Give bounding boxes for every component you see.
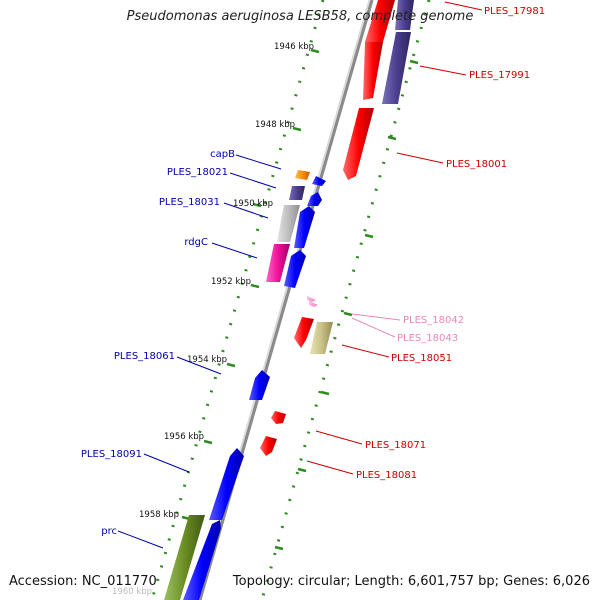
gene-red-1954[interactable] bbox=[294, 317, 314, 348]
label-ples-18071: PLES_18071 bbox=[365, 440, 426, 451]
scale-labels: 1946 kbp 1948 kbp 1950 kbp 1952 kbp 1954… bbox=[112, 42, 314, 597]
scale-track-right bbox=[260, 0, 431, 600]
gene-ples-18021[interactable] bbox=[289, 186, 305, 200]
scale-label-1958: 1958 kbp bbox=[139, 510, 179, 520]
gene-ples-18051[interactable] bbox=[310, 322, 333, 354]
gene-ples-18043[interactable] bbox=[309, 301, 318, 307]
gene-ples-18031[interactable] bbox=[277, 205, 300, 242]
left-labels: capB PLES_18021 PLES_18031 rdgC PLES_180… bbox=[81, 149, 235, 537]
gene-ples-17981-tip[interactable] bbox=[363, 42, 383, 100]
gene-ples-17981[interactable] bbox=[365, 0, 395, 42]
gene-blue-small-2[interactable] bbox=[307, 192, 322, 206]
gene-blue-1950[interactable] bbox=[294, 206, 315, 248]
left-leaders bbox=[117, 154, 282, 549]
right-labels: PLES_17981 PLES_17991 PLES_18001 PLES_18… bbox=[356, 6, 545, 481]
scale-label-1952: 1952 kbp bbox=[211, 277, 251, 287]
gene-blue-prc[interactable] bbox=[183, 520, 221, 600]
label-rdgc: rdgC bbox=[184, 237, 208, 248]
label-prc: prc bbox=[101, 526, 117, 537]
backbone-shade bbox=[198, 0, 374, 600]
label-ples-17991: PLES_17991 bbox=[469, 70, 530, 81]
gene-ples-18001[interactable] bbox=[343, 108, 374, 180]
label-capb: capB bbox=[210, 149, 235, 160]
gene-blue-1952[interactable] bbox=[284, 250, 306, 288]
scale-label-1946: 1946 kbp bbox=[274, 42, 314, 52]
label-ples-18043: PLES_18043 bbox=[397, 333, 458, 344]
label-ples-18001: PLES_18001 bbox=[446, 159, 507, 170]
scale-label-1956: 1956 kbp bbox=[164, 432, 204, 442]
gene-ples-18071[interactable] bbox=[271, 411, 286, 424]
label-ples-18042: PLES_18042 bbox=[403, 315, 464, 326]
right-leaders bbox=[306, 1, 483, 475]
label-ples-18051: PLES_18051 bbox=[391, 353, 452, 364]
accession-text: Accession: NC_011770 bbox=[9, 574, 157, 589]
label-ples-18081: PLES_18081 bbox=[356, 470, 417, 481]
genome-title: Pseudomonas aeruginosa LESB58, complete … bbox=[126, 9, 474, 24]
gene-prc[interactable] bbox=[164, 515, 205, 600]
gene-blue-1955[interactable] bbox=[249, 370, 270, 400]
scale-label-1954: 1954 kbp bbox=[187, 355, 227, 365]
right-leaders-pink bbox=[351, 313, 401, 338]
gene-ples-17991[interactable] bbox=[382, 32, 411, 104]
gene-rdgc[interactable] bbox=[266, 244, 290, 282]
label-ples-18031: PLES_18031 bbox=[159, 197, 220, 208]
label-ples-18091: PLES_18091 bbox=[81, 449, 142, 460]
scale-label-1948: 1948 kbp bbox=[255, 120, 295, 130]
label-ples-17981: PLES_17981 bbox=[484, 6, 545, 17]
gene-blue-small-1[interactable] bbox=[312, 176, 326, 186]
gene-capb[interactable] bbox=[295, 170, 310, 180]
scale-label-1950: 1950 kbp bbox=[233, 199, 273, 209]
scale-label-1960: 1960 kbp bbox=[112, 587, 152, 597]
gene-ples-18091[interactable] bbox=[209, 448, 244, 520]
label-ples-18021: PLES_18021 bbox=[167, 167, 228, 178]
major-ticks-right bbox=[274, 59, 419, 551]
scale-track-left bbox=[150, 0, 325, 600]
gene-ples-17991-cap[interactable] bbox=[395, 0, 414, 30]
label-ples-18061: PLES_18061 bbox=[114, 351, 175, 362]
topology-text: Topology: circular; Length: 6,601,757 bp… bbox=[232, 574, 590, 589]
gene-ples-18081[interactable] bbox=[260, 436, 277, 456]
gene-ples-18042[interactable] bbox=[307, 296, 316, 302]
